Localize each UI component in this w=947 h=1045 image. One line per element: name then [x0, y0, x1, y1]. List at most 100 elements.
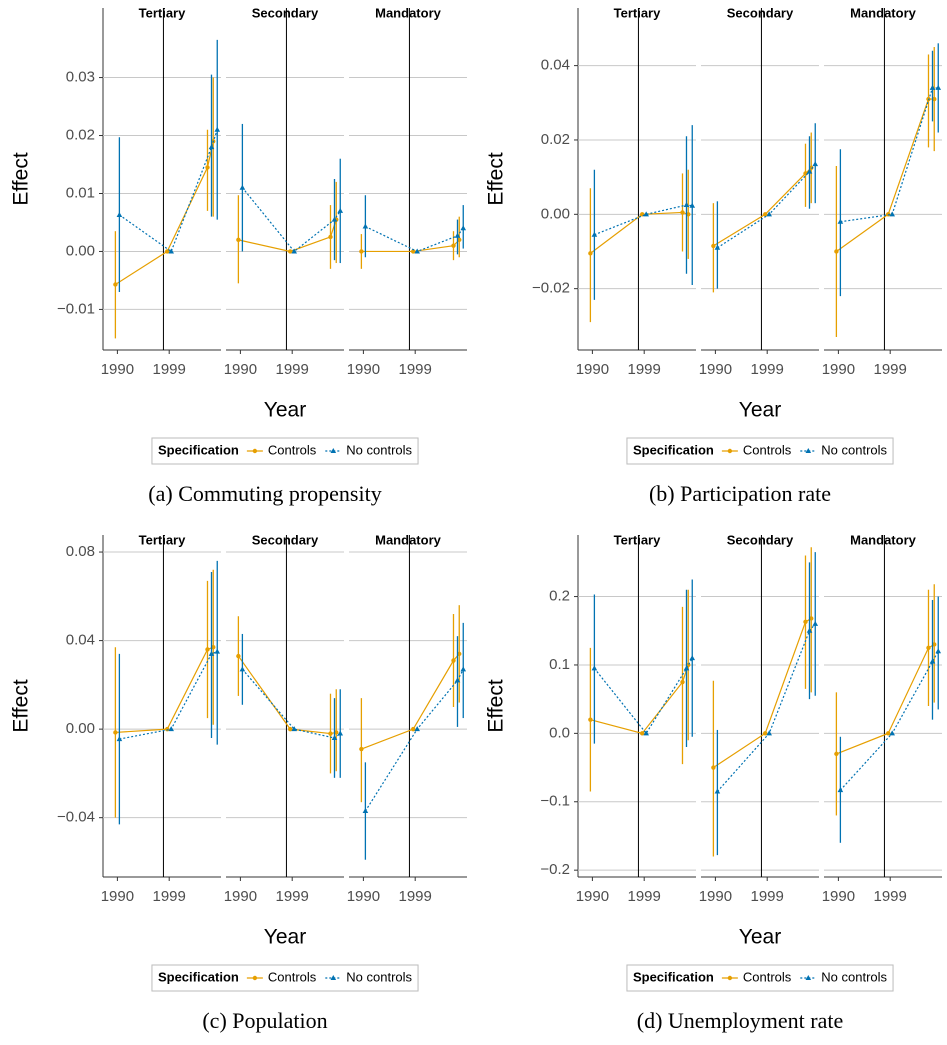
point	[932, 96, 937, 102]
point	[214, 126, 221, 132]
x-tick-label: 1990	[576, 361, 609, 378]
x-tick-label: 1990	[822, 361, 855, 378]
point	[328, 731, 333, 736]
legend-marker	[805, 448, 812, 453]
point	[806, 168, 813, 174]
series-line	[836, 643, 935, 755]
point	[680, 210, 685, 215]
point	[331, 216, 338, 222]
x-tick-label: 1999	[399, 361, 432, 378]
x-tick-label: 1990	[699, 888, 732, 905]
point	[236, 237, 241, 243]
point	[362, 223, 369, 229]
point	[168, 726, 174, 732]
legend-label: Controls	[268, 969, 317, 984]
y-tick-label: −0.1	[540, 793, 570, 810]
series-line	[713, 167, 812, 247]
point	[683, 202, 690, 208]
legend-box	[626, 437, 894, 465]
point	[588, 717, 593, 722]
y-axis-title: Effect	[10, 152, 33, 205]
point	[639, 731, 645, 736]
x-tick-label: 1990	[224, 361, 257, 378]
point	[809, 616, 814, 621]
point	[208, 650, 215, 656]
series-line	[115, 141, 214, 286]
legend-label: No controls	[346, 969, 412, 984]
legend: Specification Controls No controls	[151, 437, 419, 465]
point	[885, 731, 891, 736]
y-tick-label: 0.02	[541, 131, 570, 148]
point	[359, 746, 364, 752]
point	[889, 730, 895, 736]
point	[457, 651, 462, 657]
x-axis-title: Year	[739, 926, 781, 949]
chart-panel: −0.04 0.00 0.04 0.08 Effect 1990 1999 Tertiary 1…	[10, 532, 467, 1033]
y-tick-label: 0.02	[66, 126, 95, 143]
x-axis-title: Year	[264, 926, 306, 949]
legend-box	[151, 964, 419, 992]
point	[208, 144, 215, 150]
point	[837, 218, 844, 224]
legend-title: Specification	[158, 969, 239, 984]
point	[337, 207, 344, 213]
y-tick-label: −0.04	[57, 809, 95, 826]
legend-marker	[252, 975, 258, 981]
caption: (d) Unemployment rate	[637, 1008, 844, 1033]
facet-label: Mandatory	[375, 5, 442, 20]
point	[766, 211, 772, 217]
point	[205, 165, 210, 170]
point	[837, 787, 844, 793]
x-axis-title: Year	[739, 399, 781, 422]
facet-label: Tertiary	[614, 5, 661, 20]
y-tick-label: −0.02	[532, 280, 570, 297]
chart-panel: −0.02 0.00 0.02 0.04 Effect 1990 1999 Tertiary 1…	[485, 5, 942, 506]
legend-marker	[805, 975, 812, 980]
legend: Specification Controls No controls	[151, 964, 419, 992]
point	[410, 726, 416, 732]
x-tick-label: 1999	[276, 888, 309, 905]
facet-label: Secondary	[727, 532, 794, 547]
series-line	[361, 239, 460, 253]
facet-label: Mandatory	[375, 532, 442, 547]
point	[714, 788, 721, 794]
y-tick-label: 0.2	[549, 588, 570, 605]
series-line	[839, 650, 939, 791]
series-line	[836, 98, 935, 252]
point	[205, 647, 210, 652]
point	[451, 243, 456, 248]
x-tick-label: 1990	[101, 361, 134, 378]
point	[214, 648, 221, 654]
y-tick-label: 0.01	[66, 184, 95, 201]
x-tick-label: 1990	[699, 361, 732, 378]
y-axis-title: Effect	[485, 679, 508, 732]
point	[337, 730, 344, 736]
point	[803, 619, 808, 625]
series-line	[365, 225, 464, 253]
point	[932, 642, 937, 647]
facet-label: Tertiary	[139, 5, 186, 20]
point	[809, 165, 814, 171]
point	[935, 84, 942, 90]
y-tick-label: 0.04	[541, 57, 570, 74]
series-line	[590, 664, 689, 735]
series-line	[717, 163, 816, 249]
y-axis-title: Effect	[10, 679, 33, 732]
point	[414, 248, 420, 254]
x-tick-label: 1999	[751, 888, 784, 905]
point	[116, 736, 123, 742]
point	[935, 648, 942, 654]
legend-title: Specification	[158, 442, 239, 457]
x-tick-label: 1999	[751, 361, 784, 378]
x-tick-label: 1990	[224, 888, 257, 905]
point	[591, 665, 598, 671]
x-tick-label: 1990	[576, 888, 609, 905]
point	[643, 730, 649, 736]
point	[454, 677, 461, 683]
y-tick-label: 0.00	[66, 242, 95, 259]
x-tick-label: 1999	[874, 361, 907, 378]
facet-label: Tertiary	[139, 532, 186, 547]
x-tick-label: 1999	[153, 361, 186, 378]
caption: (c) Population	[202, 1008, 327, 1033]
point	[762, 212, 768, 217]
